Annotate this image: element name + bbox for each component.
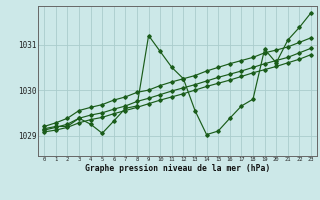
X-axis label: Graphe pression niveau de la mer (hPa): Graphe pression niveau de la mer (hPa): [85, 164, 270, 173]
